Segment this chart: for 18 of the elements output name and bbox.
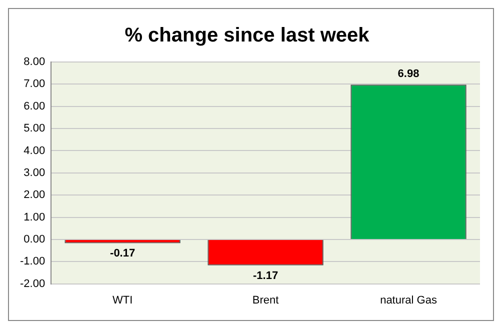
data-label: -0.17 [110, 248, 136, 260]
y-tick-label: 0.00 [24, 233, 46, 246]
y-tick-label: 8.00 [24, 56, 46, 68]
y-tick-label: 3.00 [24, 166, 46, 179]
y-tick-label: -2.00 [20, 278, 46, 290]
chart-title: % change since last week [124, 24, 370, 47]
data-label: 6.98 [398, 68, 420, 80]
y-tick-label: -1.00 [20, 256, 46, 268]
y-tick-label: 4.00 [24, 144, 46, 157]
y-tick-label: 5.00 [24, 122, 46, 135]
x-tick-label: Brent [252, 294, 279, 306]
y-tick-label: 2.00 [24, 189, 46, 202]
x-tick-label: natural Gas [380, 294, 438, 306]
y-tick-label: 6.00 [24, 100, 46, 112]
y-tick-label: 7.00 [24, 78, 46, 90]
y-tick-label: 1.00 [24, 211, 46, 224]
data-label: -1.17 [252, 270, 278, 282]
x-tick-label: WTI [112, 294, 133, 306]
